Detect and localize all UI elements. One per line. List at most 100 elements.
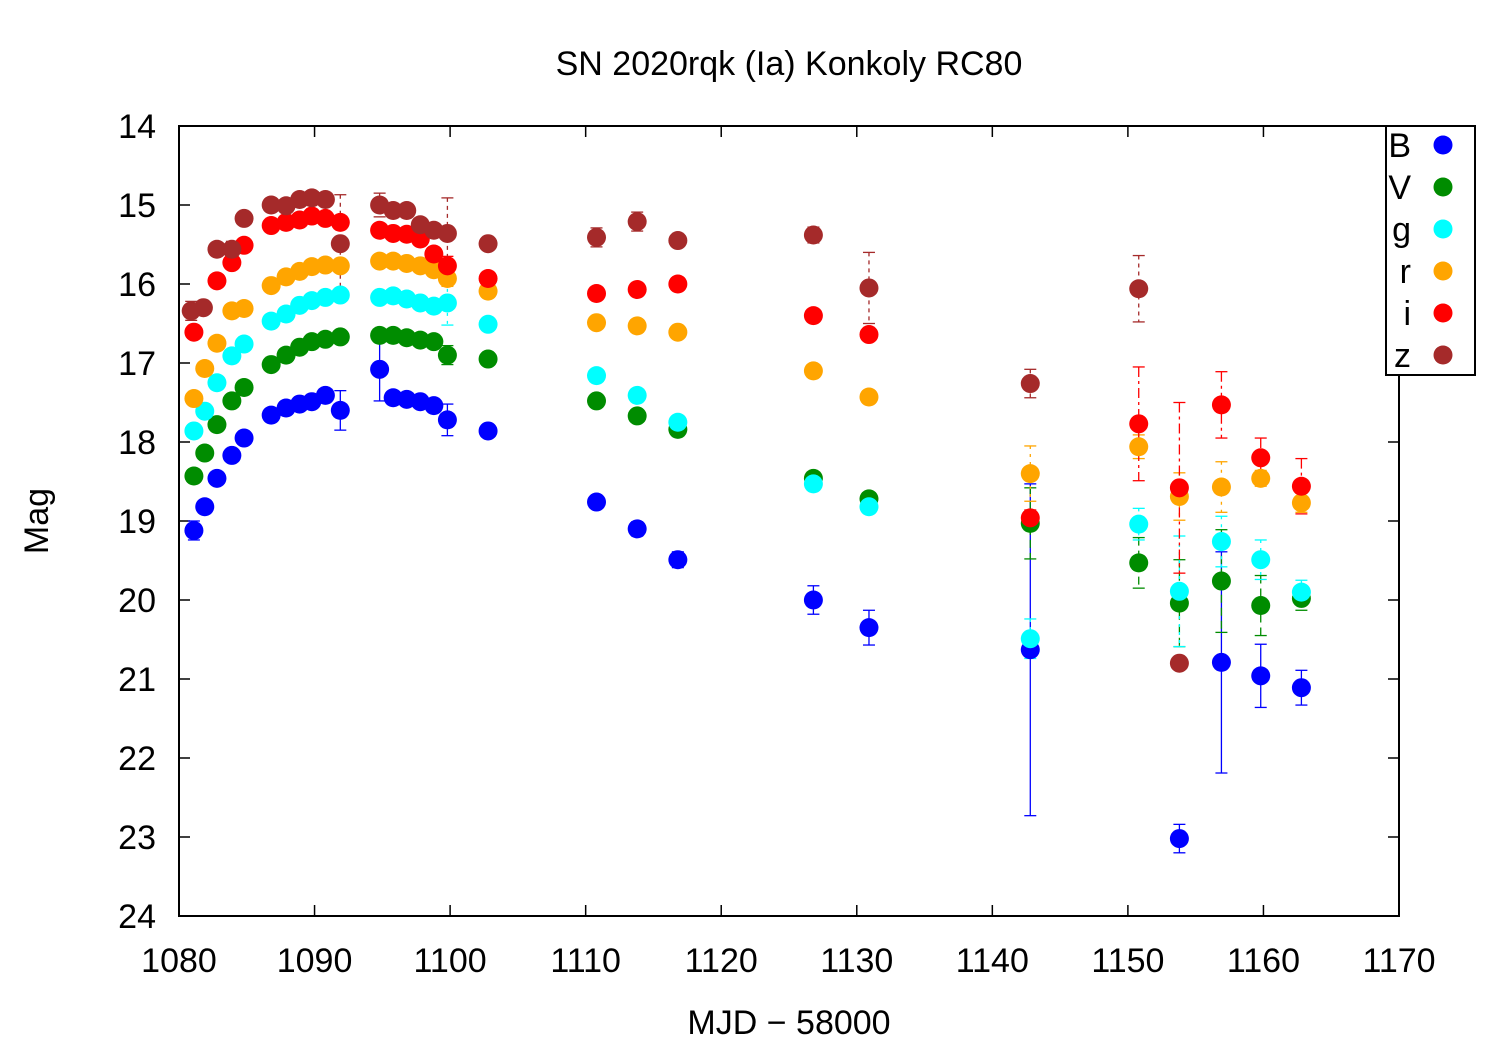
point-V: [261, 355, 281, 375]
point-z: [1129, 279, 1149, 299]
point-g: [234, 334, 254, 354]
point-g: [222, 346, 242, 366]
point-i: [424, 244, 444, 264]
y-tick-label: 20: [118, 582, 156, 620]
point-B: [195, 497, 215, 517]
point-V: [627, 406, 647, 426]
y-tick-label: 14: [118, 108, 156, 146]
legend-marker-i: [1433, 303, 1453, 323]
point-g: [803, 474, 823, 494]
legend-label-B: B: [1388, 127, 1411, 165]
point-V: [587, 391, 607, 411]
point-B: [1291, 678, 1311, 698]
plot-frame: [178, 125, 1400, 917]
y-tick-label: 24: [118, 898, 156, 936]
point-g: [478, 314, 498, 334]
point-B: [184, 520, 204, 540]
point-z: [587, 227, 607, 247]
point-r: [1020, 464, 1040, 484]
point-r: [207, 333, 227, 353]
point-V: [1129, 553, 1149, 573]
y-tick-label: 21: [118, 661, 156, 699]
point-g: [1211, 532, 1231, 552]
x-tick-label: 1150: [1091, 942, 1164, 980]
legend-marker-V: [1433, 177, 1453, 197]
axis-ticks: 1080 1090 1100 1110 1120 1130 1140 1150 1160 1170…: [118, 108, 1435, 980]
point-z: [1020, 374, 1040, 394]
point-z: [478, 234, 498, 254]
point-i: [184, 322, 204, 342]
point-i: [587, 283, 607, 303]
x-tick-label: 1090: [277, 942, 353, 980]
point-r: [1251, 468, 1271, 488]
x-tick-label: 1160: [1227, 942, 1300, 980]
point-z: [330, 234, 350, 254]
point-z: [627, 212, 647, 232]
point-i: [1169, 478, 1189, 498]
point-V: [478, 349, 498, 369]
data-points: [181, 188, 1311, 849]
x-axis-title: MJD − 58000: [687, 1004, 890, 1042]
point-B: [668, 550, 688, 570]
point-g: [184, 421, 204, 441]
x-tick-label: 1170: [1362, 942, 1435, 980]
legend-marker-g: [1433, 219, 1453, 239]
chart-title: SN 2020rqk (Ia) Konkoly RC80: [556, 45, 1023, 83]
point-B: [1169, 829, 1189, 849]
point-B: [330, 400, 350, 420]
point-z: [668, 231, 688, 251]
point-g: [195, 401, 215, 421]
x-tick-label: 1120: [685, 942, 758, 980]
point-r: [803, 361, 823, 381]
legend-box: [1385, 125, 1476, 376]
point-g: [668, 412, 688, 432]
point-z: [315, 189, 335, 209]
point-i: [207, 271, 227, 291]
point-V: [315, 329, 335, 349]
point-r: [1129, 437, 1149, 457]
point-V: [370, 325, 390, 345]
y-tick-label: 22: [118, 740, 156, 778]
point-g: [315, 287, 335, 307]
point-i: [1129, 414, 1149, 434]
y-tick-label: 23: [118, 819, 156, 857]
point-g: [1291, 582, 1311, 602]
point-z: [193, 298, 213, 318]
x-tick-label: 1130: [820, 942, 893, 980]
y-tick-label: 17: [118, 345, 156, 383]
point-V: [424, 332, 444, 352]
point-i: [383, 223, 403, 243]
point-z: [803, 225, 823, 245]
y-tick-label: 16: [118, 266, 156, 304]
point-g: [207, 373, 227, 393]
point-V: [330, 327, 350, 347]
point-z: [1169, 653, 1189, 673]
point-z: [207, 239, 227, 259]
point-g: [859, 497, 879, 517]
point-B: [234, 428, 254, 448]
legend-label-z: z: [1394, 337, 1411, 375]
point-i: [437, 256, 457, 276]
point-i: [410, 229, 430, 249]
y-tick-label: 15: [118, 187, 156, 225]
point-z: [261, 195, 281, 215]
point-z: [383, 201, 403, 221]
point-V: [234, 377, 254, 397]
point-B: [859, 618, 879, 638]
point-B: [261, 405, 281, 425]
point-i: [1251, 448, 1271, 468]
point-i: [1020, 508, 1040, 528]
point-r: [261, 276, 281, 296]
legend-label-V: V: [1388, 169, 1411, 207]
point-i: [330, 212, 350, 232]
point-V: [1211, 571, 1231, 591]
point-r: [330, 256, 350, 276]
point-i: [315, 208, 335, 228]
point-r: [859, 387, 879, 407]
x-tick-label: 1140: [956, 942, 1029, 980]
x-tick-label: 1080: [141, 942, 217, 980]
point-i: [1291, 476, 1311, 496]
point-g: [627, 385, 647, 405]
